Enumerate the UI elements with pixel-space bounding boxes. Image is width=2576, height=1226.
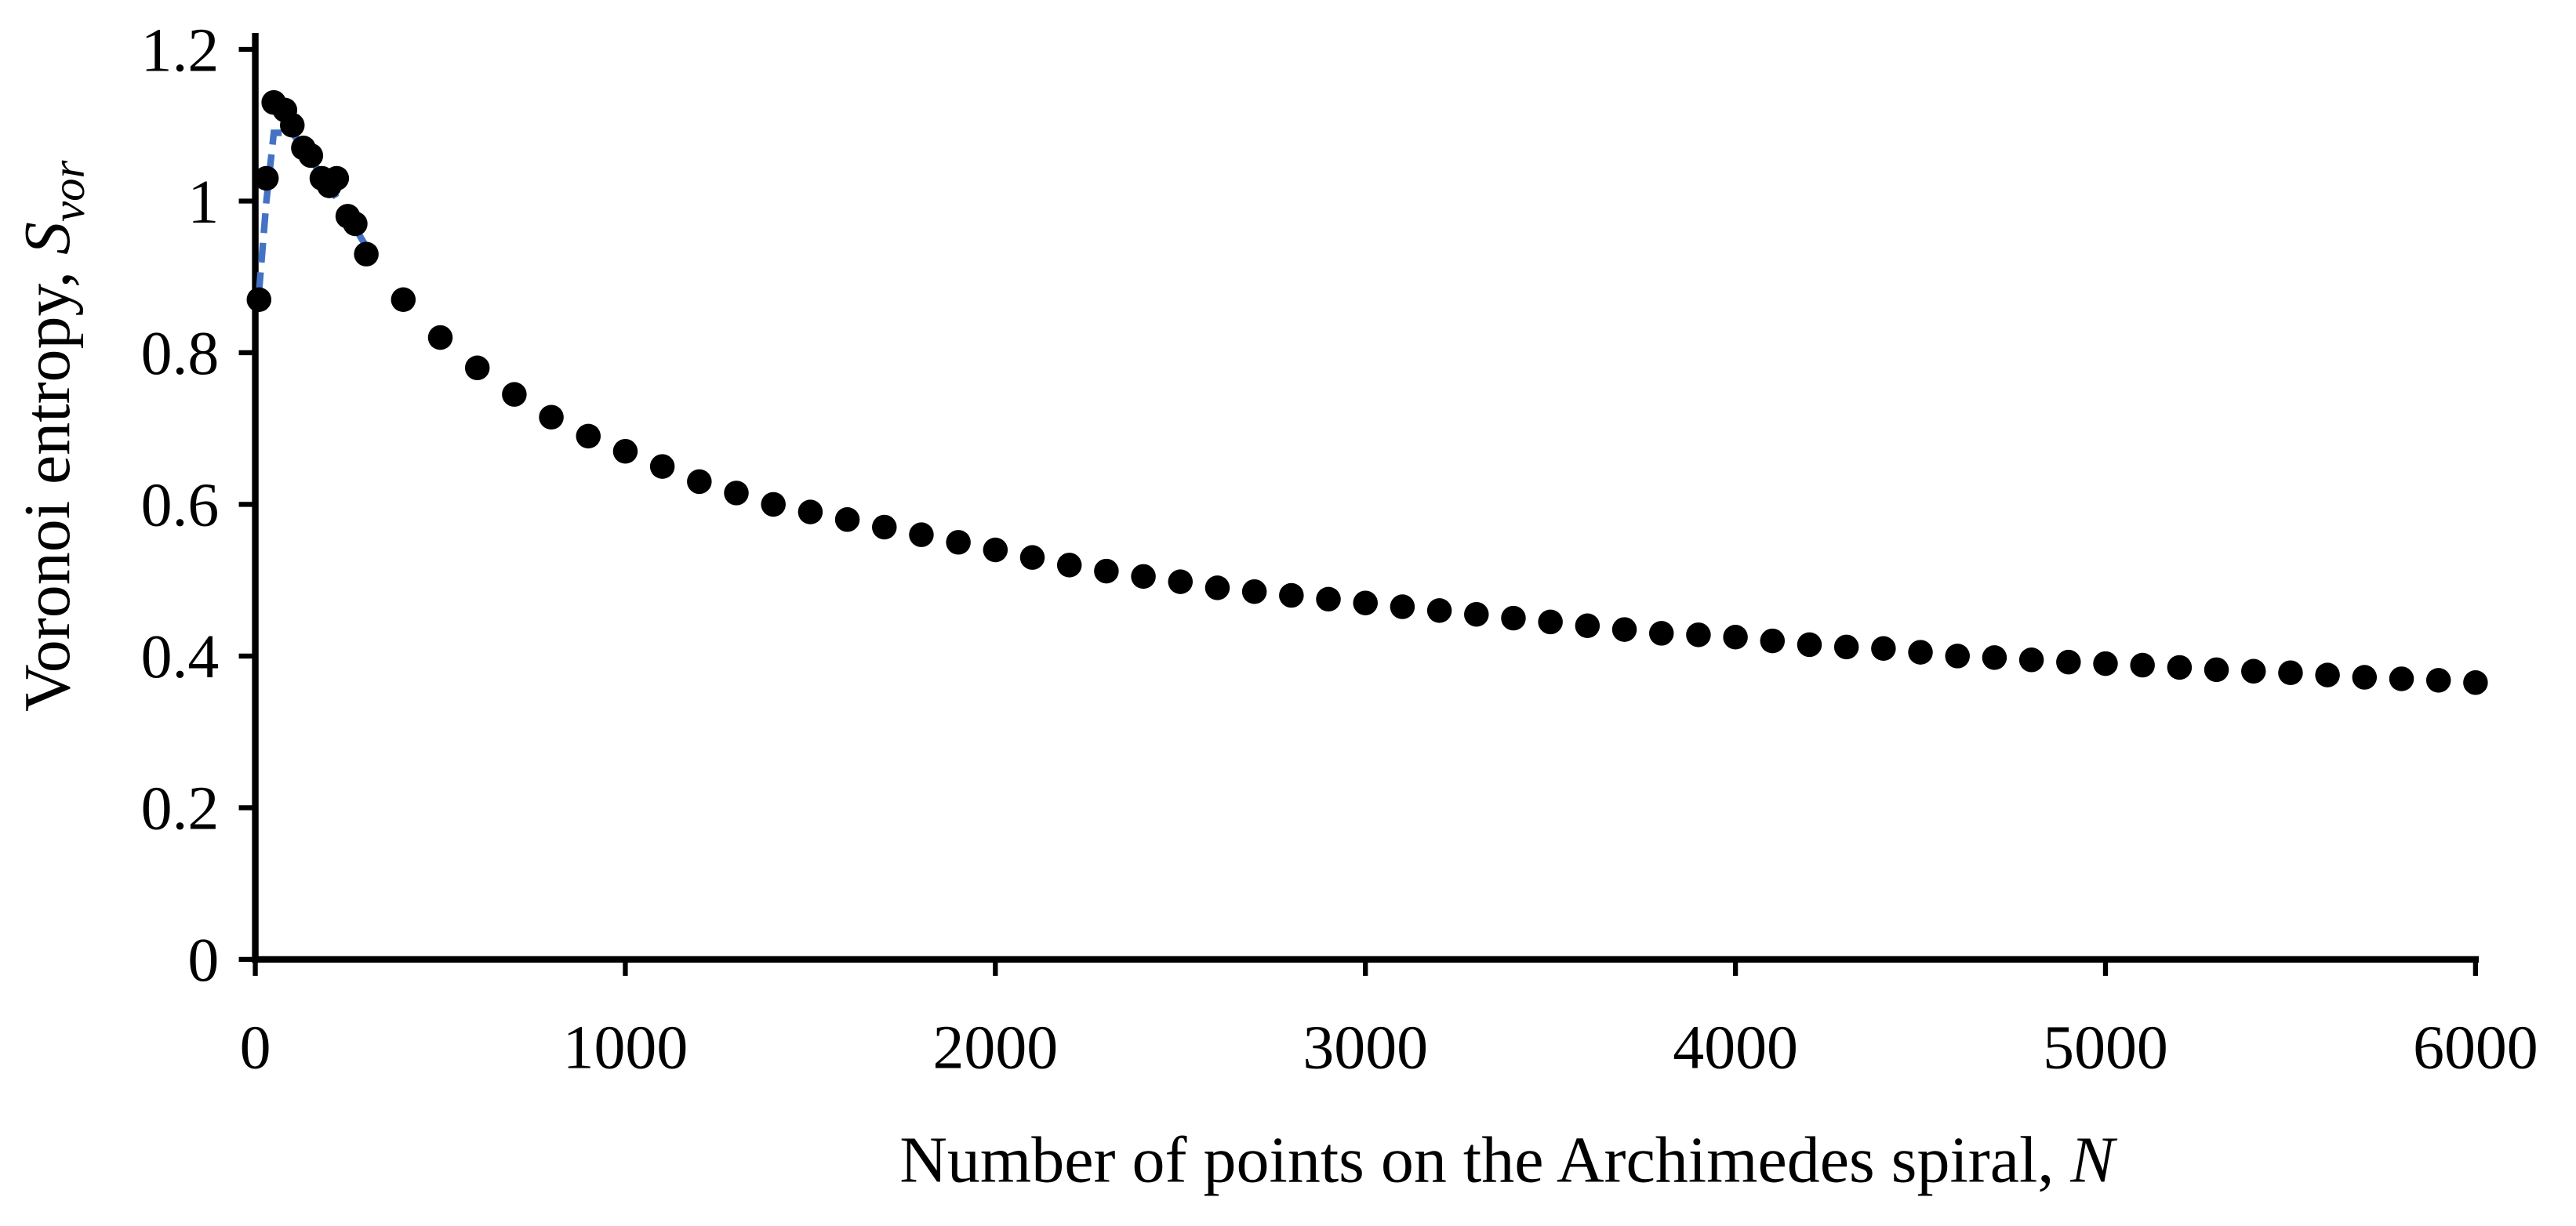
- data-point: [2167, 655, 2193, 680]
- data-point: [872, 514, 897, 540]
- data-point: [2389, 666, 2414, 691]
- data-point: [2240, 658, 2266, 684]
- x-axis-symbol: N: [2069, 1123, 2117, 1196]
- x-tick-label: 6000: [2413, 1013, 2538, 1082]
- data-point: [391, 287, 416, 312]
- data-point: [1538, 609, 1563, 635]
- data-point: [246, 287, 272, 312]
- data-point: [1945, 644, 1970, 669]
- data-point: [502, 382, 527, 407]
- data-point: [343, 211, 368, 237]
- data-point: [1094, 558, 1119, 584]
- x-axis-title-text: Number of points on the Archimedes spira…: [899, 1123, 2054, 1196]
- x-tick-label: 5000: [2043, 1013, 2168, 1082]
- y-axis-symbol: S: [11, 222, 84, 255]
- y-tick-label: 1.2: [141, 16, 220, 85]
- data-point: [1723, 625, 1748, 650]
- data-point: [1241, 579, 1267, 604]
- y-tick-label: 0.4: [141, 622, 220, 691]
- data-point: [1426, 598, 1452, 623]
- data-point: [1353, 590, 1378, 615]
- data-point: [427, 325, 453, 350]
- data-point: [834, 507, 860, 532]
- data-point: [946, 530, 971, 555]
- y-tick-label: 0: [187, 926, 219, 995]
- y-tick-label: 0.8: [141, 319, 220, 388]
- x-tick-label: 1000: [563, 1013, 689, 1082]
- data-point: [2315, 662, 2340, 687]
- data-point: [2278, 660, 2303, 685]
- data-point: [649, 454, 675, 479]
- x-tick-label: 2000: [933, 1013, 1059, 1082]
- data-point: [1797, 632, 1822, 658]
- y-tick-label: 0.6: [141, 471, 220, 540]
- data-point: [576, 423, 601, 449]
- data-point: [2093, 651, 2118, 676]
- data-point: [1131, 564, 1156, 589]
- data-point: [464, 355, 490, 381]
- y-axis-title-text: Voronoi entropy,: [11, 271, 84, 712]
- data-point: [1168, 569, 1194, 594]
- data-point: [1760, 628, 1786, 654]
- data-point: [279, 112, 305, 138]
- data-point: [1575, 613, 1600, 638]
- x-axis-title: Number of points on the Archimedes spira…: [899, 1123, 2117, 1196]
- data-point: [324, 165, 350, 191]
- data-point: [354, 241, 379, 267]
- data-point: [2056, 649, 2081, 675]
- data-point: [1908, 640, 1933, 665]
- data-point: [1464, 601, 1489, 627]
- data-point: [724, 481, 749, 506]
- y-axis-subscript: vor: [43, 160, 94, 222]
- data-point: [1982, 645, 2007, 670]
- data-point: [798, 499, 823, 524]
- data-point: [1501, 605, 1526, 631]
- data-point: [1686, 622, 1711, 647]
- data-point: [2204, 657, 2229, 683]
- data-point: [539, 404, 564, 430]
- x-tick-label: 3000: [1303, 1013, 1428, 1082]
- y-axis-title: Voronoi entropy, Svor: [11, 160, 94, 712]
- data-point: [761, 491, 786, 517]
- data-point: [1871, 636, 1896, 662]
- data-point: [1019, 545, 1045, 570]
- x-tick-label: 0: [240, 1013, 271, 1082]
- y-tick-label: 0.2: [141, 774, 220, 843]
- data-point: [1833, 634, 1859, 660]
- data-point: [612, 438, 638, 464]
- data-point: [1648, 621, 1674, 646]
- data-point: [1611, 617, 1637, 642]
- data-point: [2130, 652, 2155, 678]
- data-point: [2463, 670, 2488, 695]
- data-point: [2018, 647, 2044, 673]
- data-point: [1056, 553, 1082, 578]
- x-tick-label: 4000: [1673, 1013, 1798, 1082]
- data-point: [1204, 575, 1230, 600]
- data-point: [1390, 594, 1415, 619]
- data-point: [2425, 668, 2451, 693]
- data-point: [909, 522, 934, 547]
- y-tick-label: 1: [187, 168, 219, 237]
- data-point: [1316, 586, 1341, 612]
- data-point: [253, 165, 279, 191]
- data-point: [298, 143, 324, 169]
- data-point: [983, 537, 1008, 563]
- data-point: [687, 469, 712, 495]
- data-point: [2352, 665, 2378, 690]
- data-point: [1279, 582, 1304, 608]
